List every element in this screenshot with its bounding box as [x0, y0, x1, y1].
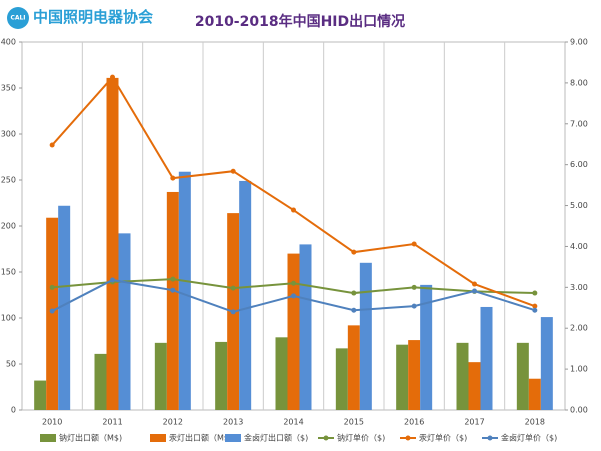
bar	[347, 325, 360, 410]
bar	[275, 337, 288, 410]
chart-title: 2010-2018年中国HID出口情况	[195, 13, 405, 30]
x-tick-label: 2010	[42, 418, 62, 427]
y-tick-label: 400	[1, 38, 16, 47]
y-tick-label: 250	[1, 176, 16, 185]
line-point	[351, 290, 357, 296]
bar	[34, 380, 47, 410]
line-point	[170, 175, 176, 181]
bar	[215, 341, 228, 410]
y2-tick-label: 6.00	[570, 160, 588, 169]
bar	[299, 244, 312, 410]
line-point	[472, 281, 477, 287]
y2-tick-label: 1.00	[570, 365, 588, 374]
bar	[239, 180, 252, 410]
line-point	[170, 287, 176, 293]
legend-swatch	[40, 434, 56, 442]
line-point	[291, 207, 296, 213]
x-tick-label: 2014	[283, 418, 303, 427]
bar	[58, 205, 71, 410]
line-point	[230, 168, 236, 174]
legend-swatch	[487, 435, 493, 441]
line-point	[411, 284, 417, 290]
x-tick-label: 2011	[102, 418, 122, 427]
bar	[468, 362, 481, 410]
bar	[456, 342, 469, 410]
bar	[118, 233, 131, 410]
y2-tick-label: 5.00	[570, 201, 588, 210]
legend-label: 钠灯出口额（M$)	[59, 433, 122, 443]
legend-label: 汞灯出口额（M$)	[169, 433, 232, 443]
y-tick-label: 100	[1, 314, 16, 323]
bar	[408, 340, 421, 410]
bar	[420, 284, 433, 410]
y-tick-label: 50	[6, 360, 16, 369]
x-tick-label: 2017	[464, 418, 484, 427]
y2-tick-label: 3.00	[570, 283, 588, 292]
line-point	[49, 142, 55, 148]
line-point	[49, 284, 55, 290]
line-point	[532, 303, 538, 309]
logo-circle	[7, 7, 29, 29]
y2-tick-label: 4.00	[570, 242, 588, 251]
bar	[178, 171, 191, 410]
line-point	[532, 290, 538, 296]
line-point	[291, 293, 296, 299]
bar	[106, 77, 119, 410]
bar	[287, 253, 300, 410]
bar	[528, 378, 541, 410]
x-tick-label: 2012	[163, 418, 183, 427]
bar	[46, 217, 59, 410]
bar	[166, 191, 179, 410]
x-tick-label: 2018	[525, 418, 545, 427]
line-point	[291, 280, 296, 286]
legend-label: 金卤灯单价（$)	[501, 433, 557, 443]
line-point	[110, 74, 115, 80]
line-point	[230, 309, 236, 315]
x-tick-label: 2013	[223, 418, 243, 427]
line-point	[351, 307, 357, 313]
legend-label: 汞灯单价（$)	[419, 433, 467, 443]
y-tick-label: 300	[1, 130, 16, 139]
bar	[154, 342, 167, 410]
legend-label: 钠灯单价（$)	[337, 433, 385, 443]
y-tick-label: 150	[1, 268, 16, 277]
y2-tick-label: 0.00	[570, 406, 588, 415]
line-point	[411, 303, 417, 309]
bar	[94, 353, 107, 410]
legend-swatch	[405, 435, 411, 441]
legend-swatch	[150, 434, 166, 442]
legend-swatch	[323, 435, 329, 441]
line-point	[532, 307, 538, 313]
line-point	[472, 288, 477, 294]
y-tick-label: 0	[11, 406, 16, 415]
legend-swatch	[225, 434, 241, 442]
y2-tick-label: 9.00	[570, 38, 588, 47]
bar	[516, 342, 529, 410]
y2-tick-label: 7.00	[570, 119, 588, 128]
y2-tick-label: 2.00	[570, 324, 588, 333]
line-point	[411, 241, 417, 247]
line-point	[110, 277, 115, 283]
y-tick-label: 350	[1, 84, 16, 93]
y-tick-label: 200	[1, 222, 16, 231]
line-point	[170, 276, 176, 282]
bar	[359, 262, 372, 410]
line-point	[230, 285, 236, 291]
line-point	[351, 249, 357, 255]
bar	[335, 348, 348, 410]
x-tick-label: 2015	[344, 418, 364, 427]
bar	[480, 306, 493, 410]
x-tick-label: 2016	[404, 418, 424, 427]
legend-label: 金卤灯出口额（$)	[244, 433, 308, 443]
y2-tick-label: 8.00	[570, 78, 588, 87]
logo-mark: CALI	[10, 15, 25, 22]
bar	[540, 317, 553, 410]
logo-text: 中国照明电器协会	[33, 8, 153, 26]
line-point	[49, 308, 55, 314]
bar	[396, 344, 409, 410]
